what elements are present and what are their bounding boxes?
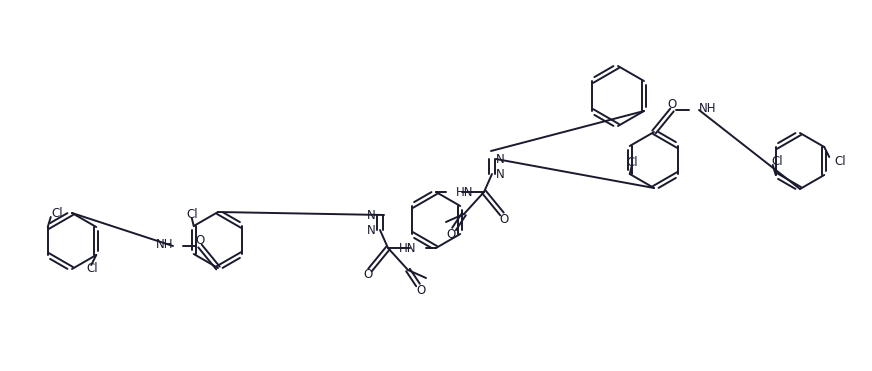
Text: N: N [496,167,505,181]
Text: O: O [500,213,508,226]
Text: O: O [416,283,426,296]
Text: O: O [446,227,456,240]
Text: Cl: Cl [51,207,64,220]
Text: O: O [364,269,372,282]
Text: N: N [367,223,376,236]
Text: Cl: Cl [772,154,783,167]
Text: Cl: Cl [626,155,637,168]
Text: Cl: Cl [86,263,98,276]
Text: Cl: Cl [835,154,846,167]
Text: N: N [367,209,376,221]
Text: N: N [496,152,505,165]
Text: NH: NH [699,102,717,115]
Text: NH: NH [155,237,173,250]
Text: HN: HN [399,242,416,255]
Text: O: O [667,98,677,111]
Text: HN: HN [456,186,473,198]
Text: Cl: Cl [186,207,198,220]
Text: O: O [195,233,205,246]
